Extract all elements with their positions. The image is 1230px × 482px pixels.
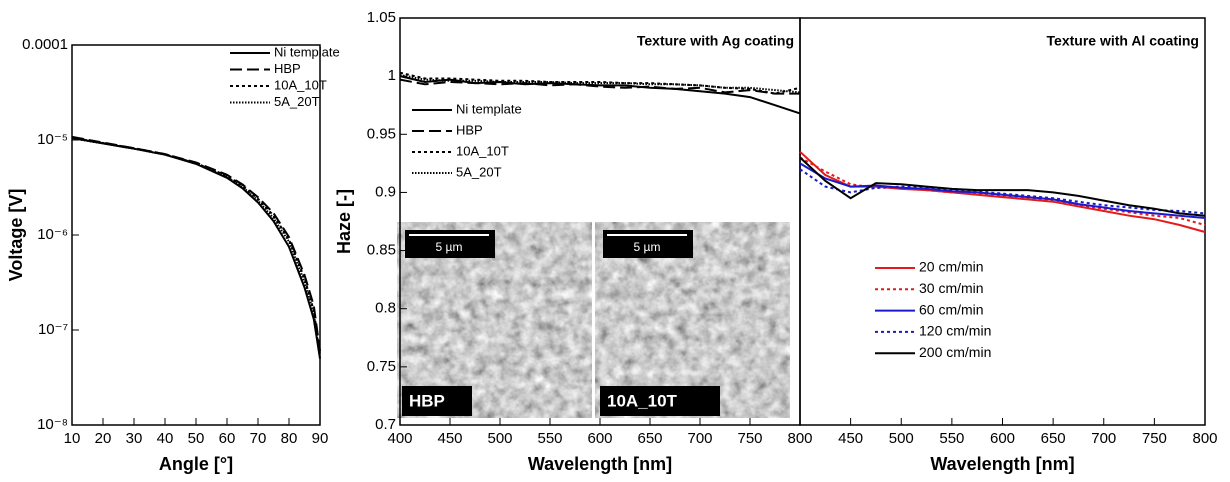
x-tick-label: 10: [64, 430, 81, 447]
legend-label: 120 cm/min: [919, 323, 991, 339]
series-line: [399, 74, 801, 94]
y-tick-label: 1.05: [367, 9, 396, 26]
x-tick-label: 600: [587, 430, 612, 447]
series-line: [71, 136, 321, 355]
annotation: Texture with Al coating: [1047, 33, 1199, 49]
x-tick-label: 800: [787, 430, 812, 447]
x-tick-label: 60: [219, 430, 236, 447]
legend-label: 60 cm/min: [919, 301, 984, 317]
x-tick-label: 450: [838, 430, 863, 447]
x-tick-label: 50: [188, 430, 205, 447]
x-axis-label: Wavelength [nm]: [528, 454, 672, 474]
x-tick-label: 600: [990, 430, 1015, 447]
annotation: Texture with Ag coating: [637, 33, 794, 49]
series-line: [799, 162, 1206, 219]
x-tick-label: 650: [637, 430, 662, 447]
inset-label: HBP: [409, 391, 445, 410]
series-line: [799, 168, 1206, 215]
x-tick-label: 400: [387, 430, 412, 447]
x-axis-label: Wavelength [nm]: [930, 454, 1074, 474]
x-tick-label: 750: [1142, 430, 1167, 447]
inset-label: 10A_10T: [607, 391, 678, 410]
scale-label: 5 µm: [634, 240, 661, 254]
legend-label: 10A_10T: [274, 77, 327, 92]
y-axis-label: Voltage [V]: [6, 189, 26, 282]
x-tick-label: 700: [687, 430, 712, 447]
y-tick-label: 0.9: [375, 183, 396, 200]
legend-label: Ni template: [274, 44, 340, 59]
x-tick-label: 70: [250, 430, 267, 447]
x-tick-label: 550: [537, 430, 562, 447]
x-tick-label: 40: [157, 430, 174, 447]
legend-label: 5A_20T: [456, 164, 502, 179]
y-tick-label: 10⁻⁸: [37, 416, 68, 433]
series-line: [71, 137, 321, 359]
x-tick-label: 700: [1091, 430, 1116, 447]
scale-label: 5 µm: [436, 240, 463, 254]
x-tick-label: 450: [437, 430, 462, 447]
x-axis-label: Angle [°]: [159, 454, 233, 474]
legend-label: HBP: [456, 122, 483, 137]
x-tick-label: 20: [95, 430, 112, 447]
x-tick-label: 30: [126, 430, 143, 447]
x-tick-label: 500: [889, 430, 914, 447]
legend-label: Ni template: [456, 101, 522, 116]
legend-label: 200 cm/min: [919, 344, 991, 360]
x-tick-label: 90: [312, 430, 329, 447]
y-tick-label: 10⁻⁵: [37, 131, 68, 148]
series-line: [71, 137, 321, 359]
legend-label: HBP: [274, 61, 301, 76]
inset-label-box: [600, 386, 720, 416]
series-line: [399, 71, 801, 95]
legend-label: 30 cm/min: [919, 280, 984, 296]
y-tick-label: 0.95: [367, 125, 396, 142]
legend-label: 20 cm/min: [919, 259, 984, 275]
inset-label-box: [402, 386, 472, 416]
x-tick-label: 800: [1192, 430, 1217, 447]
x-tick-label: 650: [1041, 430, 1066, 447]
plot-frame: [799, 17, 1206, 426]
y-tick-label: 0.8: [375, 300, 396, 317]
legend-label: 5A_20T: [274, 94, 320, 109]
y-tick-label: 10⁻⁷: [38, 321, 68, 338]
series-line: [399, 75, 801, 115]
x-tick-label: 500: [487, 430, 512, 447]
y-tick-label: 0.7: [375, 416, 396, 433]
series-line: [799, 156, 1206, 217]
x-tick-label: 550: [939, 430, 964, 447]
y-tick-label: 1: [388, 67, 396, 84]
y-tick-label: 0.0001: [22, 36, 68, 53]
y-axis-label: Haze [-]: [334, 189, 354, 254]
series-line: [399, 78, 800, 95]
series-line: [71, 135, 321, 352]
x-tick-label: 750: [737, 430, 762, 447]
y-tick-label: 10⁻⁶: [37, 226, 68, 243]
y-tick-label: 0.75: [367, 358, 396, 375]
y-tick-label: 0.85: [367, 242, 396, 259]
legend-label: 10A_10T: [456, 143, 509, 158]
x-tick-label: 80: [281, 430, 298, 447]
